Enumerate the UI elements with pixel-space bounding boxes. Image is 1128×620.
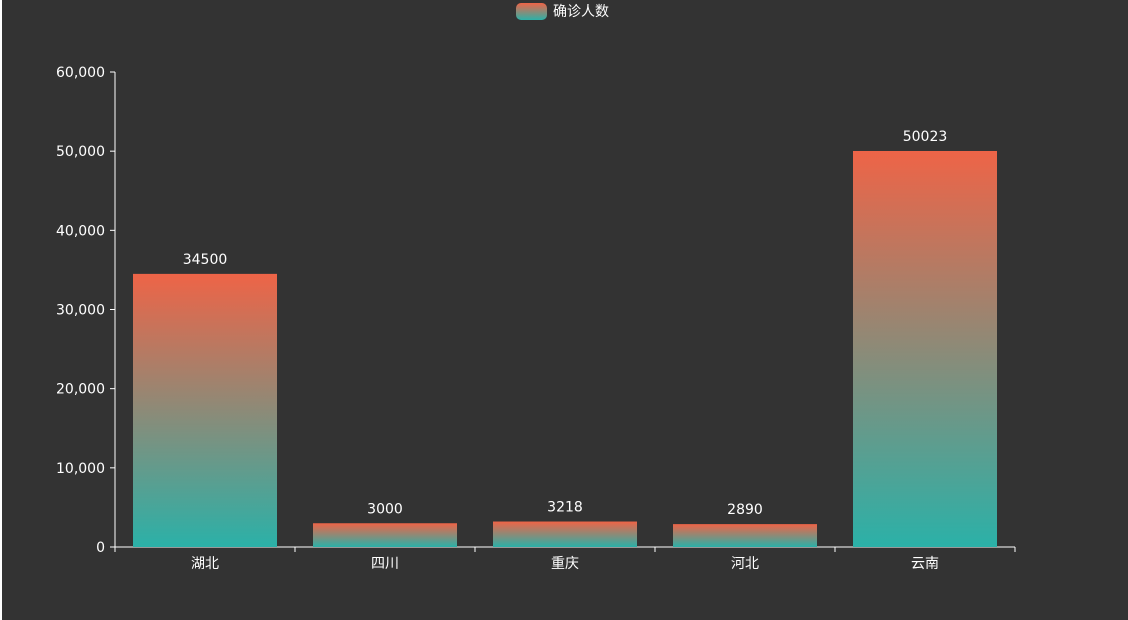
x-tick-label: 河北 — [731, 556, 759, 572]
x-tick-label: 湖北 — [191, 556, 219, 572]
bar[interactable] — [313, 523, 457, 547]
bar[interactable] — [133, 273, 277, 547]
legend[interactable]: 确诊人数 — [516, 3, 609, 20]
bar[interactable] — [493, 521, 637, 547]
x-tick-label: 四川 — [371, 556, 399, 572]
bar[interactable] — [853, 150, 997, 547]
y-tick-label: 30,000 — [56, 303, 105, 319]
bar[interactable] — [673, 524, 817, 547]
bar-value-label: 2890 — [727, 502, 763, 518]
y-axis: 0 10,000 20,000 30,000 40,000 50,000 60,000 — [56, 65, 116, 556]
bar-series: 34500 3000 3218 2890 50023 — [133, 129, 997, 547]
y-tick-label: 20,000 — [56, 382, 105, 398]
bar-value-label: 3000 — [367, 501, 403, 517]
y-tick-label: 10,000 — [56, 461, 105, 477]
bar-value-label: 3218 — [547, 500, 583, 516]
legend-swatch[interactable] — [516, 3, 547, 20]
y-tick-label: 50,000 — [56, 144, 105, 160]
legend-label[interactable]: 确诊人数 — [553, 4, 609, 20]
bar-value-label: 50023 — [903, 129, 948, 145]
y-tick-label: 60,000 — [56, 65, 105, 81]
x-axis: 湖北 四川 重庆 河北 云南 — [114, 546, 1016, 572]
x-tick-label: 云南 — [911, 556, 939, 572]
bar-value-label: 34500 — [183, 252, 228, 268]
x-tick-label: 重庆 — [551, 556, 579, 572]
y-tick-label: 40,000 — [56, 223, 105, 239]
y-tick-label: 0 — [96, 540, 105, 556]
